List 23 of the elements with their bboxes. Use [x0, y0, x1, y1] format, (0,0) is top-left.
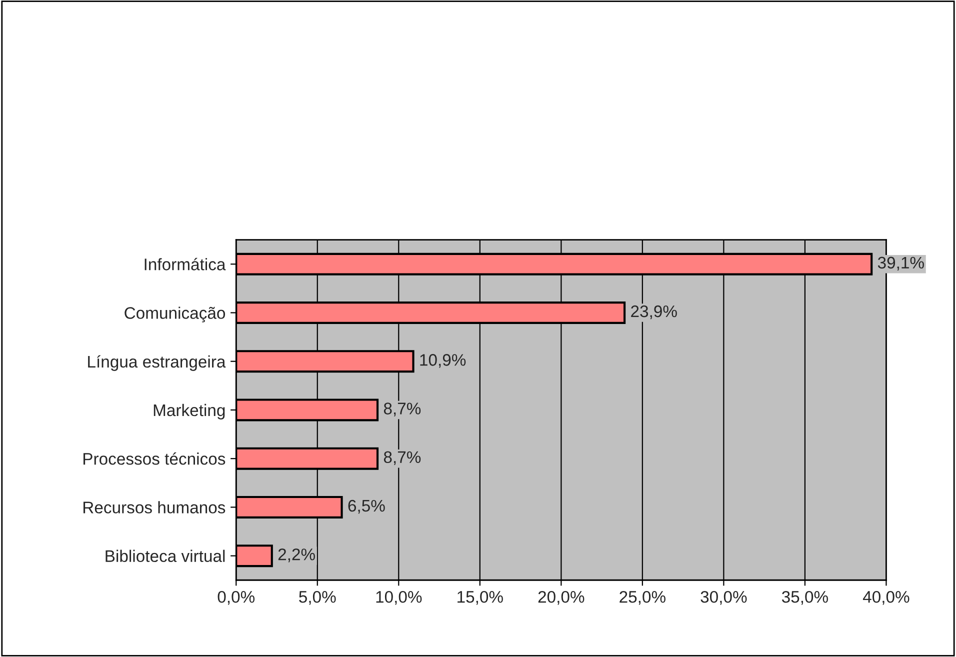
x-tick-label: 15,0%: [458, 590, 503, 605]
x-tick-label: 0,0%: [218, 590, 255, 605]
y-tick-label: Informática: [144, 258, 226, 270]
y-tick-label: Língua estrangeira: [88, 355, 226, 371]
x-tick-label: 25,0%: [620, 590, 666, 605]
y-tick-label: Comunicação: [124, 306, 226, 322]
data-label: 10,9%: [420, 354, 466, 368]
data-label: 6,5%: [348, 500, 385, 514]
x-tick-label: 10,0%: [376, 590, 422, 605]
data-label: 23,9%: [631, 305, 677, 320]
y-tick-label: Processos técnicos: [84, 452, 226, 465]
x-tick-label: 40,0%: [862, 590, 910, 605]
x-tick-label: 35,0%: [782, 590, 828, 605]
y-tick-label: Biblioteca virtual: [106, 550, 225, 562]
x-tick-label: 20,0%: [538, 590, 584, 605]
data-label: 2,2%: [278, 548, 315, 562]
data-label: 8,7%: [384, 402, 421, 416]
data-label: 8,7%: [384, 451, 421, 466]
y-tick-label: Marketing: [154, 404, 225, 420]
x-tick-label: 30,0%: [700, 590, 747, 605]
x-tick-label: 5,0%: [299, 590, 336, 605]
data-label: 39,1%: [878, 256, 924, 271]
y-tick-label: Recursos humanos: [84, 501, 226, 514]
